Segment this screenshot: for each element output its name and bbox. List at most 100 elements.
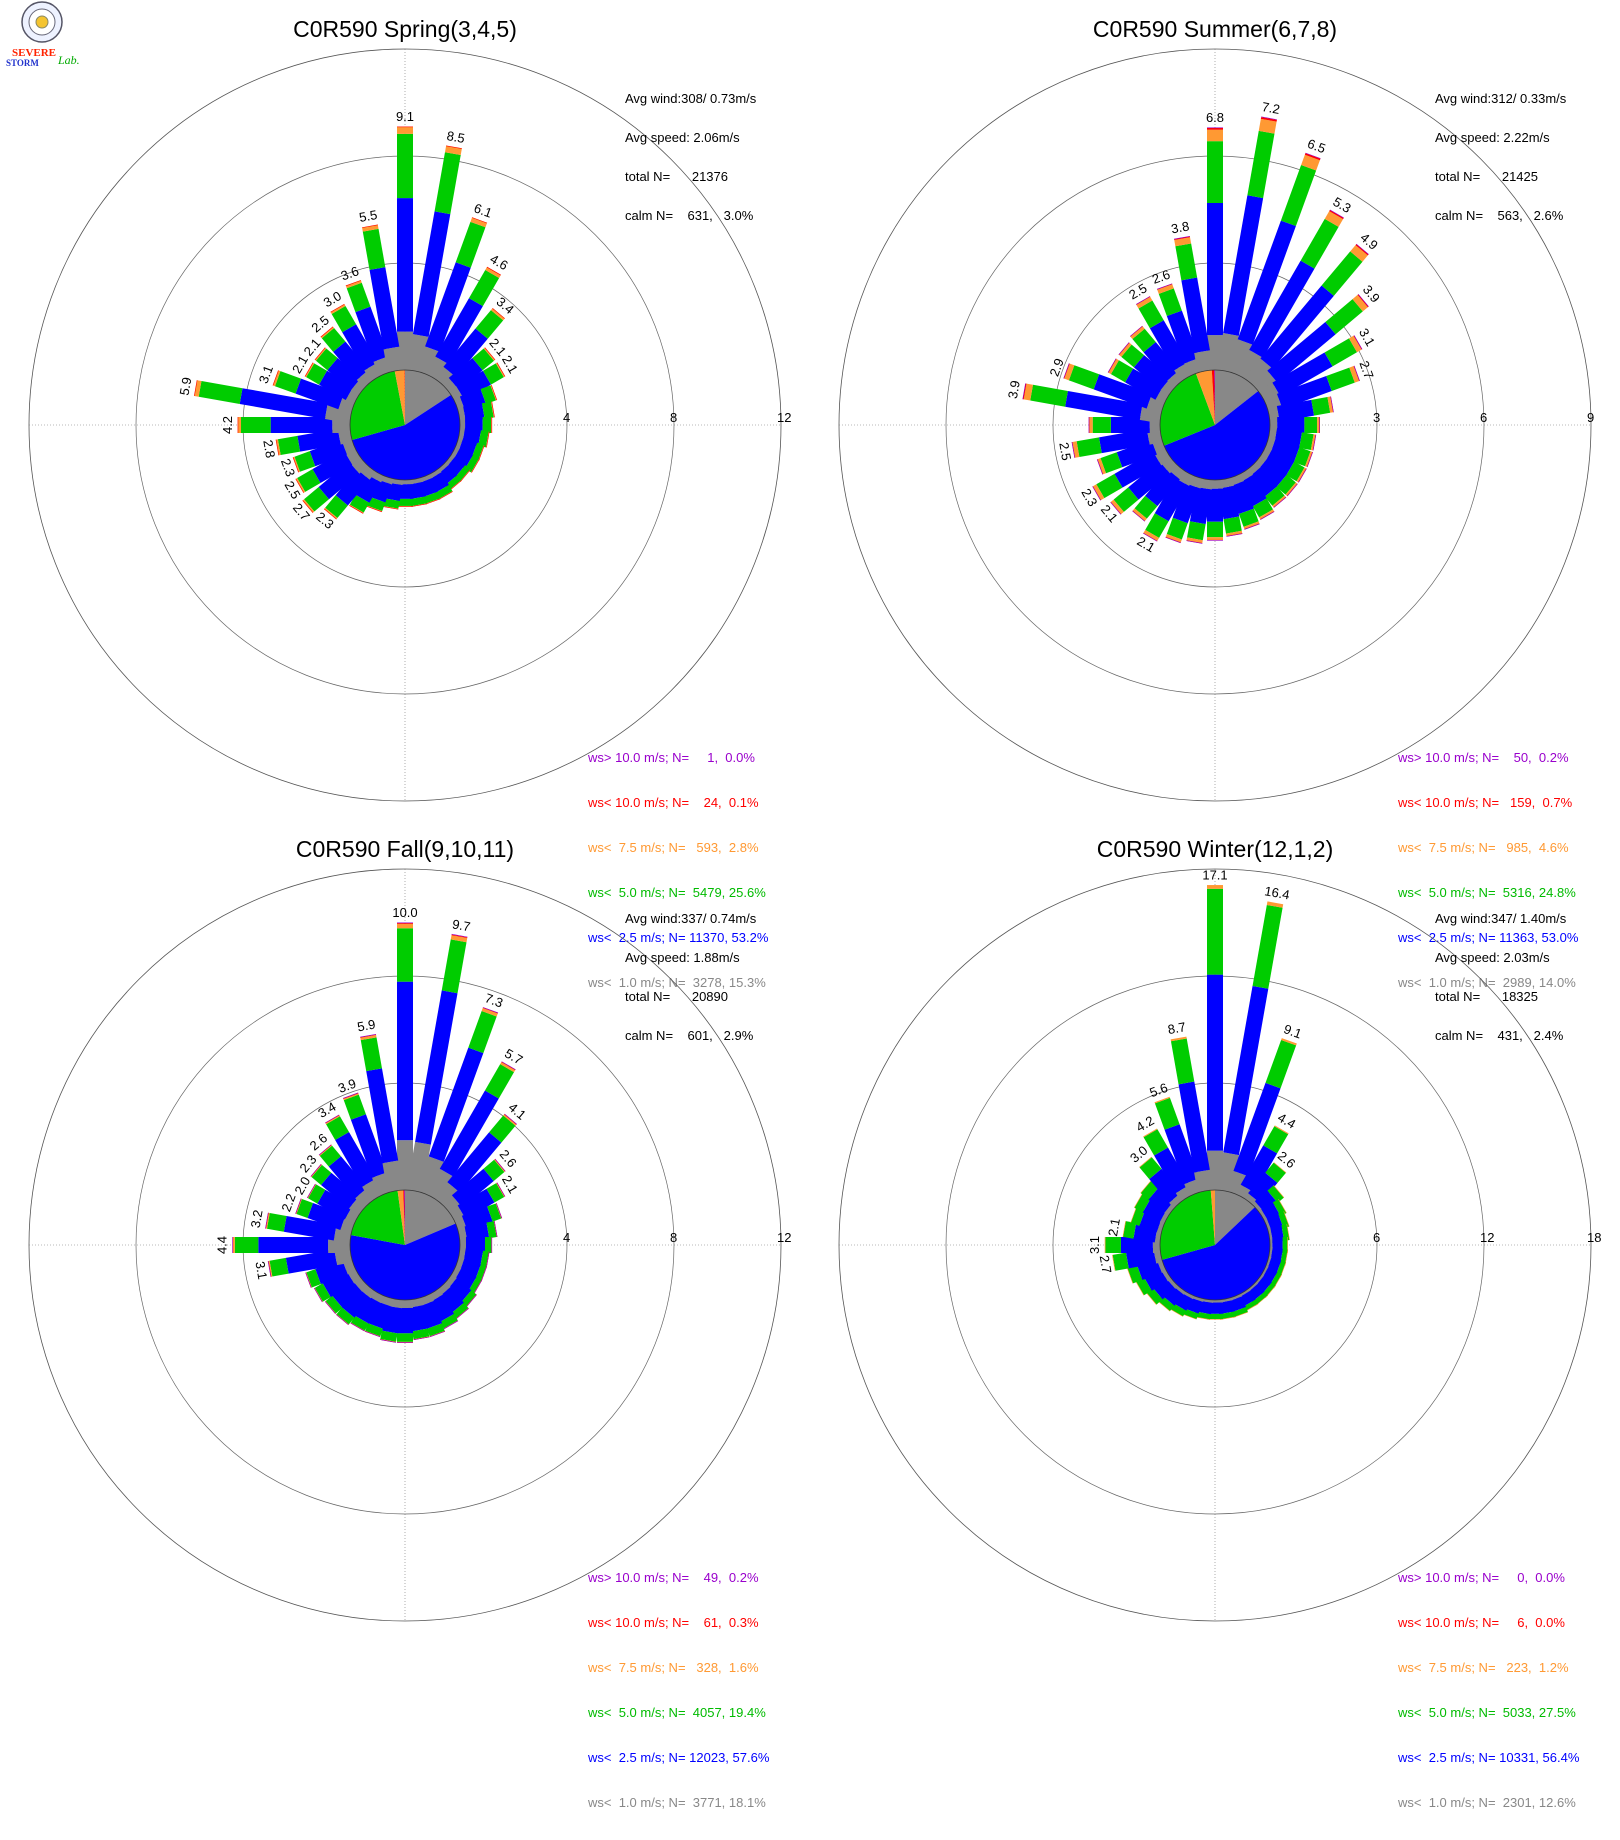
petal-segment <box>397 928 413 981</box>
petal-value-label: 7.2 <box>1261 99 1281 117</box>
total-count: total N= 20890 <box>625 990 756 1003</box>
petal-value-label: 2.1 <box>1105 1217 1123 1237</box>
petal-segment <box>435 152 461 214</box>
petal-segment <box>397 923 413 924</box>
petal-value-label: 3.9 <box>336 1076 358 1096</box>
petal-segment <box>468 1011 496 1053</box>
legend-lt2-5: ws< 2.5 m/s; N= 12023, 57.6% <box>588 1750 769 1765</box>
legend-gt10: ws> 10.0 m/s; N= 1, 0.0% <box>588 750 768 765</box>
legend-lt7-5: ws< 7.5 m/s; N= 328, 1.6% <box>588 1660 769 1675</box>
petal-segment <box>1093 417 1111 433</box>
ring-label: 6 <box>1373 1230 1380 1245</box>
legend-lt7-5: ws< 7.5 m/s; N= 223, 1.2% <box>1398 1660 1579 1675</box>
ring-label: 6 <box>1480 410 1487 425</box>
severe-storm-lab-logo: SEVERE STORM Lab. <box>0 0 95 70</box>
calm-count: calm N= 631, 3.0% <box>625 209 756 222</box>
stats-block: Avg wind:337/ 0.74m/s Avg speed: 1.88m/s… <box>625 886 756 1068</box>
legend-lt5: ws< 5.0 m/s; N= 4057, 19.4% <box>588 1705 769 1720</box>
petal-segment <box>492 1237 493 1253</box>
petal-segment <box>258 1237 328 1253</box>
stats-block: Avg wind:312/ 0.33m/s Avg speed: 2.22m/s… <box>1435 66 1566 248</box>
petal-value-label: 3.6 <box>339 263 361 283</box>
petal-segment <box>1077 437 1102 457</box>
petal-segment <box>347 283 371 312</box>
petal-segment <box>1113 1253 1129 1271</box>
avg-speed: Avg speed: 2.03m/s <box>1435 951 1566 964</box>
legend: ws> 10.0 m/s; N= 0, 0.0% ws< 10.0 m/s; N… <box>1398 1540 1579 1840</box>
petal-segment <box>1207 522 1223 537</box>
petal-segment <box>1304 417 1317 433</box>
petal-value-label: 3.9 <box>1005 379 1023 399</box>
petal-segment <box>1175 244 1197 281</box>
legend-lt10: ws< 10.0 m/s; N= 6, 0.0% <box>1398 1615 1579 1630</box>
petal-value-label: 9.1 <box>396 109 414 124</box>
petal-value-label: 2.7 <box>1356 359 1376 381</box>
petal-segment <box>483 417 491 433</box>
petal-segment <box>1207 130 1223 141</box>
petal-segment <box>267 1213 287 1232</box>
petal-segment <box>485 1237 491 1253</box>
petal-segment <box>1301 219 1339 269</box>
wind-petal <box>397 127 413 370</box>
petal-segment <box>397 127 413 134</box>
petal-segment <box>1105 1237 1106 1253</box>
legend-gt10: ws> 10.0 m/s; N= 50, 0.2% <box>1398 750 1578 765</box>
petal-segment <box>1207 975 1223 1151</box>
total-count: total N= 21425 <box>1435 170 1566 183</box>
petal-segment <box>363 229 385 270</box>
petal-segment <box>241 417 271 433</box>
petal-segment <box>271 417 333 433</box>
chart-title: C0R590 Summer(6,7,8) <box>810 16 1620 43</box>
petal-segment <box>238 417 239 433</box>
petal-segment <box>397 1342 413 1343</box>
legend-lt5: ws< 5.0 m/s; N= 5033, 27.5% <box>1398 1705 1579 1720</box>
avg-wind: Avg wind:308/ 0.73m/s <box>625 92 756 105</box>
petal-segment <box>1105 1237 1121 1253</box>
petal-segment <box>397 982 413 1141</box>
petal-value-label: 2.8 <box>260 439 278 459</box>
petal-segment <box>1089 417 1090 433</box>
avg-wind: Avg wind:312/ 0.33m/s <box>1435 92 1566 105</box>
petal-segment <box>1207 128 1223 130</box>
petal-segment <box>1207 889 1223 975</box>
petal-value-label: 2.9 <box>1047 356 1067 378</box>
petal-segment <box>1265 1040 1296 1088</box>
petal-value-label: 5.9 <box>356 1017 376 1035</box>
legend-gt10: ws> 10.0 m/s; N= 0, 0.0% <box>1398 1570 1579 1585</box>
chart-title: C0R590 Fall(9,10,11) <box>0 836 810 863</box>
petal-value-label: 10.0 <box>392 905 417 920</box>
petal-segment <box>1311 397 1330 416</box>
chart-title: C0R590 Spring(3,4,5) <box>0 16 810 43</box>
petal-value-label: 2.2 <box>278 1192 298 1214</box>
petal-segment <box>1253 905 1283 989</box>
petal-segment <box>1187 521 1206 540</box>
petal-segment <box>1322 251 1363 295</box>
petal-value-label: 3.1 <box>252 1260 270 1280</box>
petal-segment <box>199 381 243 404</box>
petal-value-label: 3.1 <box>256 363 276 385</box>
petal-segment <box>469 270 499 306</box>
petal-value-label: 4.4 <box>215 1236 230 1254</box>
wind-petal <box>1207 127 1223 370</box>
avg-speed: Avg speed: 2.22m/s <box>1435 131 1566 144</box>
ring-label: 12 <box>777 410 791 425</box>
ring-label: 3 <box>1373 410 1380 425</box>
petal-segment <box>397 134 413 198</box>
petal-segment <box>270 1258 289 1277</box>
petal-segment <box>1207 540 1223 541</box>
avg-wind: Avg wind:347/ 1.40m/s <box>1435 912 1566 925</box>
petal-segment <box>1207 885 1223 889</box>
calm-count: calm N= 601, 2.9% <box>625 1029 756 1042</box>
logo-text-3: Lab. <box>57 53 80 67</box>
petal-segment <box>442 939 467 993</box>
petal-segment <box>1207 141 1223 203</box>
legend-lt2-5: ws< 2.5 m/s; N= 10331, 56.4% <box>1398 1750 1579 1765</box>
petal-segment <box>361 1037 382 1071</box>
petal-segment <box>397 127 413 128</box>
legend-lt10: ws< 10.0 m/s; N= 61, 0.3% <box>588 1615 769 1630</box>
wind-petal <box>397 923 413 1191</box>
legend-lt10: ws< 10.0 m/s; N= 24, 0.1% <box>588 795 768 810</box>
petal-value-label: 9.1 <box>1282 1021 1304 1041</box>
